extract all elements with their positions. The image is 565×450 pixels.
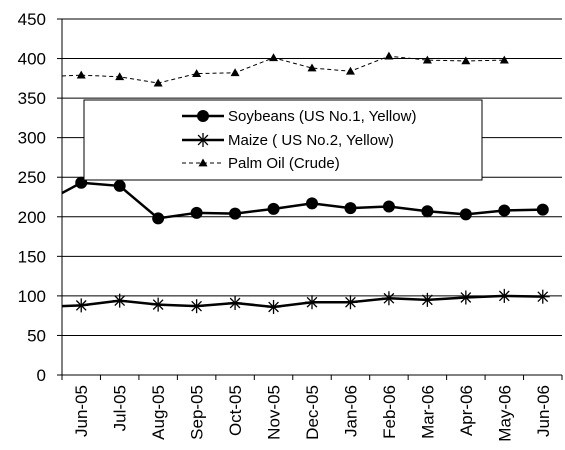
data-point: [152, 212, 165, 225]
legend-box: [83, 99, 483, 181]
data-point: [196, 133, 210, 147]
y-tick-label: 50: [27, 326, 46, 345]
data-point: [307, 63, 317, 72]
data-point: [192, 69, 202, 77]
data-point: [228, 296, 243, 311]
y-tick-label: 400: [18, 50, 46, 69]
data-point: [459, 208, 472, 221]
x-tick-label: Apr-06: [457, 385, 476, 436]
x-tick-label: Nov-05: [265, 385, 284, 440]
data-point: [266, 299, 281, 314]
data-point: [113, 179, 126, 192]
data-point: [461, 56, 471, 65]
data-point: [189, 299, 204, 314]
legend-label: Soybeans (US No.1, Yellow): [228, 108, 416, 125]
data-point: [497, 288, 512, 303]
x-tick-label: May-06: [495, 385, 514, 442]
data-point: [458, 290, 473, 305]
data-point: [345, 66, 355, 75]
data-point: [230, 68, 240, 77]
data-point: [115, 72, 125, 81]
x-tick-label: Jun-05: [72, 385, 91, 437]
x-tick-label: Jan-06: [341, 385, 360, 437]
x-tick-label: Mar-06: [418, 385, 437, 439]
y-tick-label: 250: [18, 168, 46, 187]
data-point: [382, 200, 395, 213]
x-tick-label: Dec-05: [303, 385, 322, 440]
data-point: [306, 197, 318, 210]
data-point: [229, 207, 242, 220]
data-point: [151, 297, 166, 312]
x-tick-label: Sep-05: [188, 385, 207, 440]
x-tick-label: Aug-05: [149, 385, 168, 440]
data-point: [422, 55, 432, 64]
data-point: [344, 202, 357, 215]
data-point: [535, 289, 550, 304]
x-tick-label: Feb-06: [380, 385, 399, 439]
y-tick-label: 150: [18, 247, 46, 266]
x-tick-label: Jun-06: [534, 385, 553, 437]
legend-label: Maize ( US No.2, Yellow): [228, 132, 394, 149]
data-point: [197, 110, 209, 122]
data-point: [269, 53, 279, 62]
x-axis-ticks: Jun-05 Jul-05 Aug-05 Sep-05 Oct-05 Nov-05 Dec-…: [61, 375, 563, 442]
y-tick-label: 300: [18, 129, 46, 148]
data-point: [381, 291, 396, 306]
y-tick-label: 350: [18, 89, 46, 108]
data-point: [498, 204, 511, 217]
data-point: [267, 202, 280, 215]
data-point: [499, 55, 509, 64]
y-tick-label: 200: [18, 208, 46, 227]
y-tick-label: 450: [18, 10, 46, 29]
y-tick-label: 100: [18, 287, 46, 306]
axes: [61, 19, 562, 376]
series: [61, 51, 550, 314]
data-point: [198, 158, 208, 167]
data-point: [153, 78, 163, 87]
data-point: [343, 295, 358, 310]
series-1: [61, 288, 550, 314]
x-tick-label: Oct-05: [226, 385, 245, 436]
legend: Soybeans (US No.1, Yellow) Maize ( US No.…: [83, 99, 483, 181]
series-line: [81, 55, 505, 84]
data-point: [190, 206, 203, 219]
data-point: [420, 292, 435, 307]
y-tick-label: 0: [37, 366, 46, 385]
y-axis-ticks: 0 50 100 150 200 250 300 350 400 450: [18, 10, 62, 385]
data-point: [305, 295, 319, 310]
series-lead-in: [61, 74, 82, 77]
data-point: [384, 51, 394, 60]
legend-label: Palm Oil (Crude): [228, 155, 340, 172]
data-point: [74, 298, 89, 313]
data-point: [536, 203, 549, 216]
data-point: [112, 293, 127, 308]
x-tick-label: Jul-05: [111, 385, 130, 431]
data-point: [76, 70, 86, 79]
series-2: [61, 51, 509, 87]
data-point: [421, 205, 434, 218]
